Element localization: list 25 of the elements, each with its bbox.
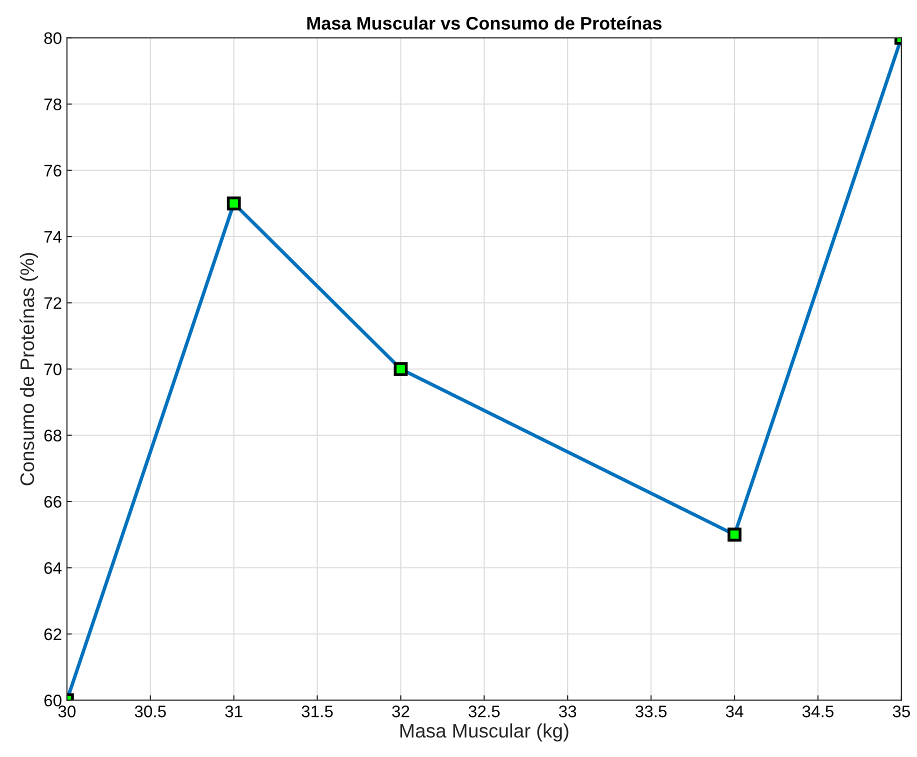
- y-tick-label: 62: [44, 628, 62, 640]
- x-tick-label: 30: [58, 706, 76, 718]
- y-tick-label: 72: [44, 297, 62, 309]
- y-tick-label: 70: [44, 363, 62, 376]
- x-tick-label: 34.5: [802, 706, 834, 718]
- x-tick-label: 33.5: [635, 706, 667, 718]
- y-tick-label: 64: [44, 562, 62, 574]
- x-axis-title: Masa Muscular (kg): [400, 723, 568, 742]
- y-tick-label: 78: [44, 98, 62, 110]
- x-tick-label: 33: [558, 706, 576, 718]
- x-tick-label: 34: [726, 706, 744, 718]
- x-tick-label: 32: [392, 706, 410, 718]
- y-tick-label: 60: [44, 694, 62, 706]
- x-tick-label: 31: [225, 706, 242, 718]
- y-tick-label: 80: [44, 32, 62, 44]
- x-tick-label: 32.5: [468, 706, 500, 718]
- y-tick-label: 68: [44, 430, 62, 442]
- x-tick-label: 35: [892, 706, 910, 718]
- y-tick-label: 76: [44, 164, 62, 177]
- chart-title: Masa Muscular vs Consumo de Proteínas: [307, 16, 662, 30]
- y-tick-label: 74: [44, 231, 62, 243]
- y-tick-label: 66: [44, 496, 62, 508]
- x-tick-label: 30.5: [134, 706, 166, 718]
- x-tick-label: 31.5: [302, 706, 333, 718]
- y-axis-title: Consumo de Proteínas (%): [20, 252, 38, 486]
